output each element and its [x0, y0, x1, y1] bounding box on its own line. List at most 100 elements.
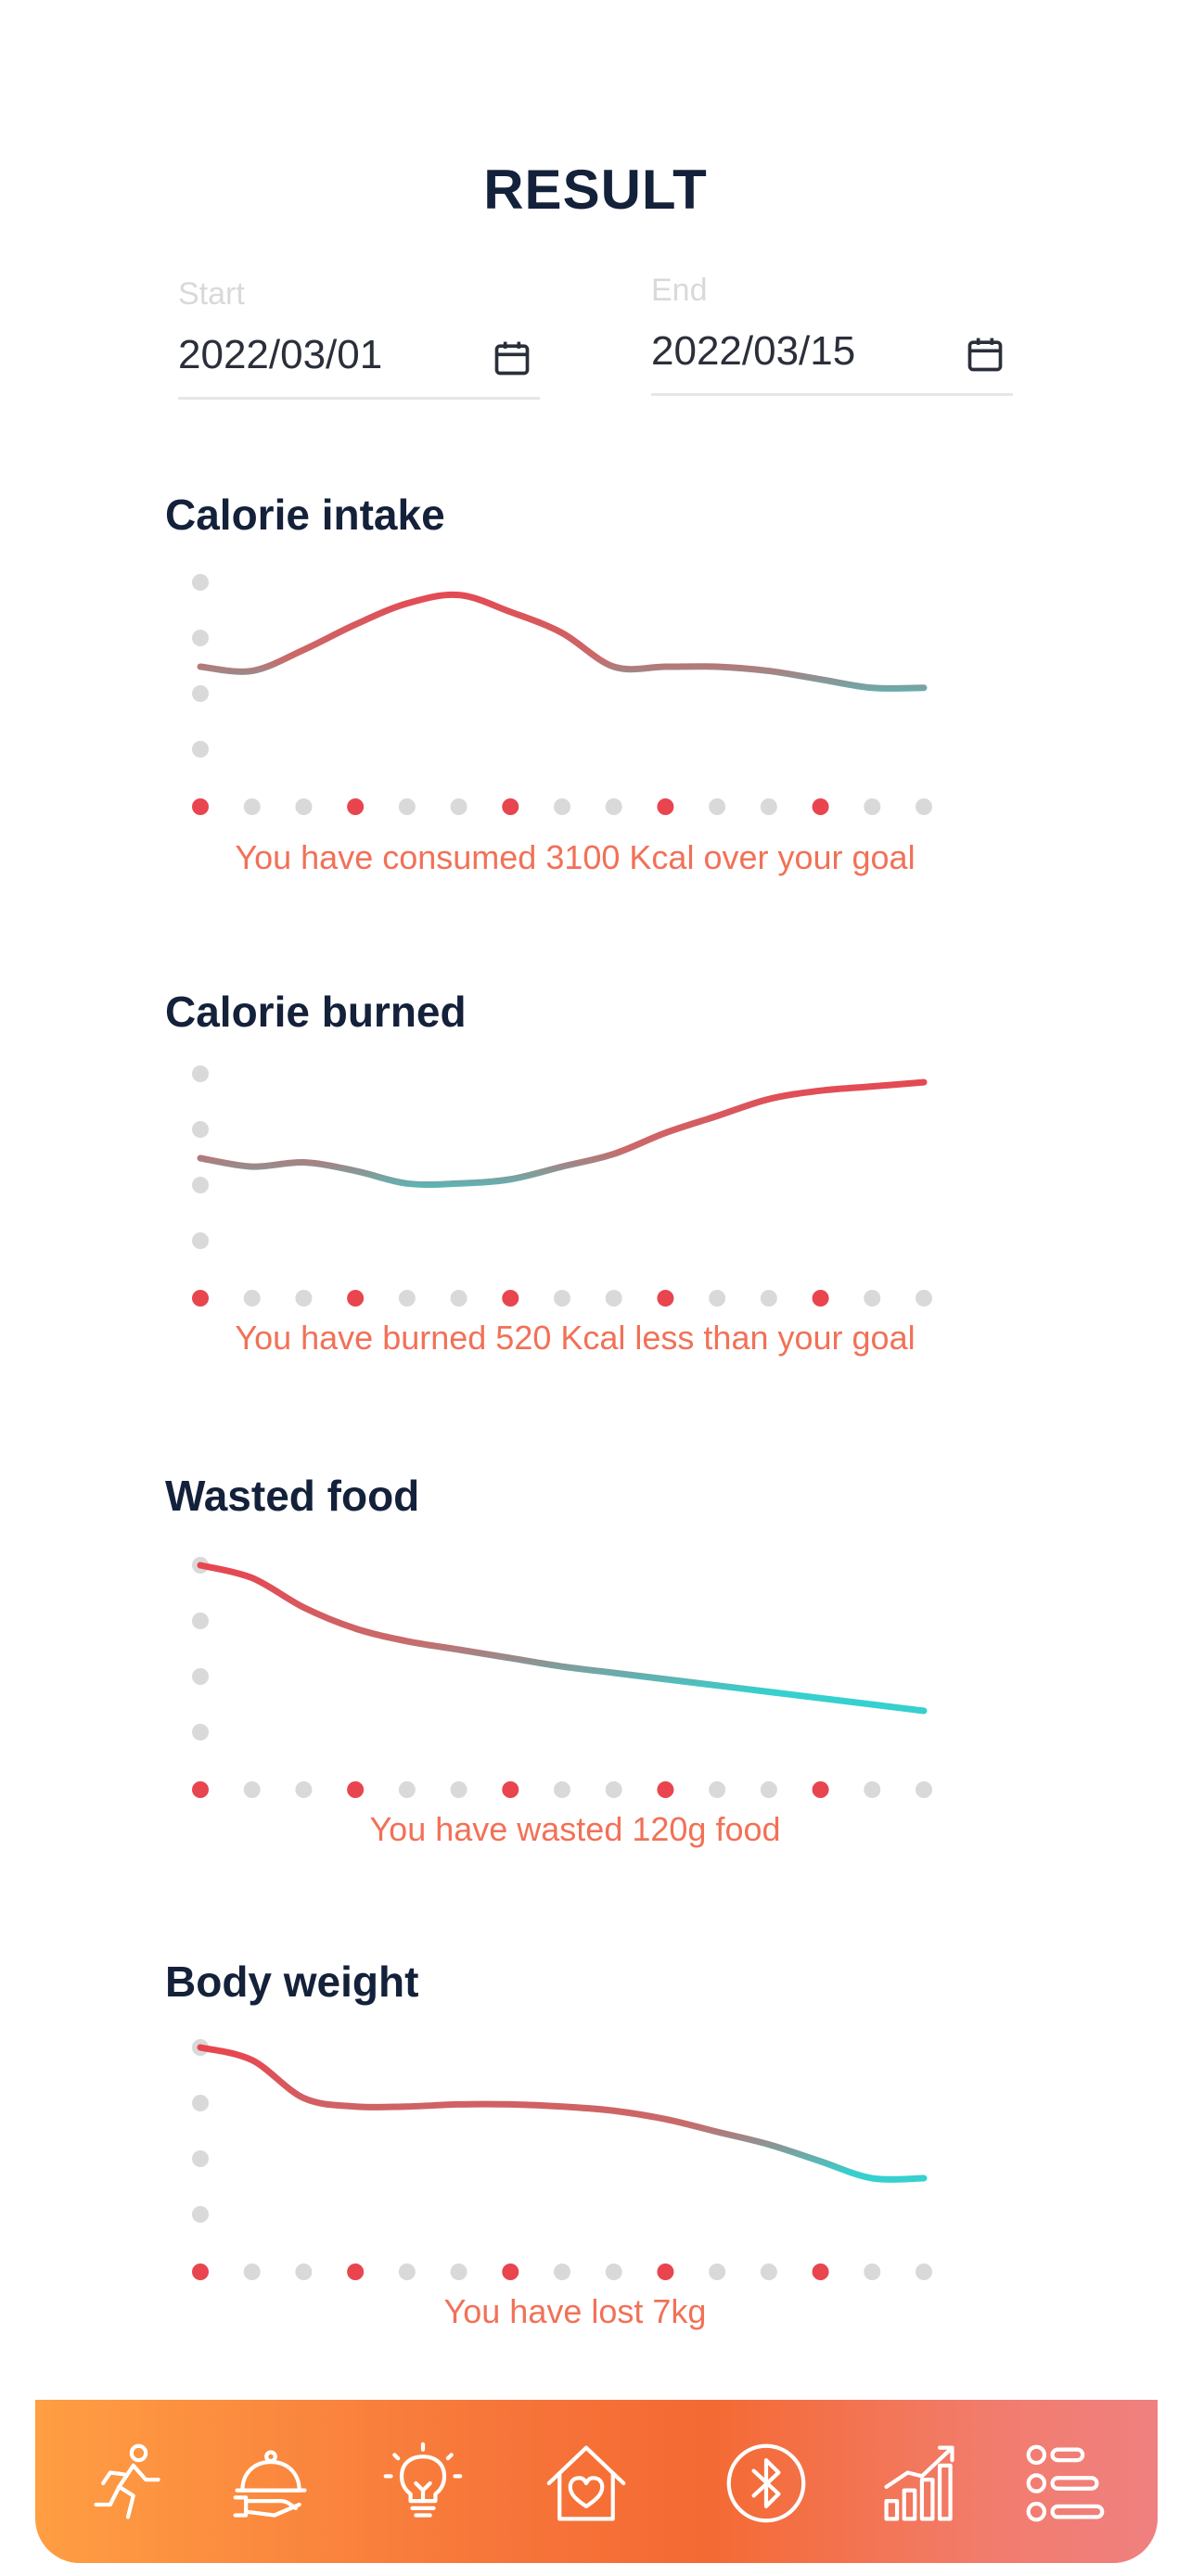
- y-tick-dot: [192, 1232, 209, 1249]
- x-tick-dot: [450, 798, 467, 815]
- end-date-field[interactable]: End 2022/03/15: [651, 273, 1013, 396]
- x-tick-dot-highlighted: [657, 2264, 674, 2280]
- x-tick-dot: [554, 2264, 570, 2280]
- x-tick-dot: [295, 2264, 313, 2280]
- x-tick-dot: [450, 1290, 467, 1307]
- x-tick-dot-highlighted: [192, 1781, 209, 1798]
- x-tick-dot: [295, 798, 313, 815]
- x-tick-dot: [243, 798, 261, 815]
- x-tick-dot: [243, 2264, 261, 2280]
- x-tick-dot-highlighted: [812, 1290, 829, 1307]
- home-heart-icon: [546, 2445, 626, 2521]
- x-tick-dot: [916, 2264, 932, 2280]
- wasted-food-chart: [192, 1557, 932, 1798]
- y-tick-dot: [192, 630, 209, 646]
- y-tick-dot: [192, 574, 209, 591]
- x-tick-dot: [398, 798, 416, 815]
- y-tick-dot: [192, 1121, 209, 1138]
- nav-activity[interactable]: [82, 2437, 174, 2530]
- list-icon: [1026, 2444, 1105, 2522]
- x-tick-dot: [450, 2264, 467, 2280]
- x-tick-dot-highlighted: [502, 798, 519, 815]
- nav-menu[interactable]: [1018, 2437, 1111, 2530]
- x-tick-dot: [295, 1781, 313, 1798]
- y-tick-dot: [192, 1613, 209, 1629]
- running-icon: [94, 2443, 160, 2519]
- x-tick-dot: [243, 1290, 261, 1307]
- series-line: [197, 2044, 928, 2183]
- nav-bluetooth[interactable]: [720, 2437, 813, 2530]
- x-tick-dot: [864, 1290, 881, 1307]
- page-title: RESULT: [483, 159, 708, 221]
- x-tick-dot: [554, 1290, 570, 1307]
- nav-tips[interactable]: [377, 2437, 469, 2530]
- x-tick-dot: [709, 798, 726, 815]
- x-tick-dot: [398, 1781, 416, 1798]
- start-date-field[interactable]: Start 2022/03/01: [178, 276, 540, 400]
- x-tick-dot: [709, 1290, 726, 1307]
- y-tick-dot: [192, 2150, 209, 2167]
- x-tick-dot: [864, 2264, 881, 2280]
- nav-home[interactable]: [540, 2437, 633, 2530]
- x-tick-dot-highlighted: [812, 1781, 829, 1798]
- x-tick-dot-highlighted: [347, 798, 365, 815]
- nav-stats[interactable]: [874, 2437, 967, 2530]
- x-tick-dot-highlighted: [657, 1290, 674, 1307]
- x-tick-dot: [709, 2264, 726, 2280]
- x-tick-dot: [398, 1290, 416, 1307]
- y-tick-dot: [192, 2206, 209, 2223]
- bluetooth-icon: [726, 2443, 806, 2523]
- y-tick-dot: [192, 1065, 209, 1082]
- body-weight-message: You have lost 7kg: [443, 2292, 707, 2330]
- series-line: [197, 1078, 928, 1188]
- x-tick-dot-highlighted: [657, 1781, 674, 1798]
- body-weight-chart: [192, 2039, 932, 2280]
- lightbulb-icon: [383, 2442, 463, 2518]
- start-date-label: Start: [178, 276, 245, 312]
- series-line: [197, 1562, 928, 1715]
- y-tick-dot: [192, 1177, 209, 1193]
- x-tick-dot-highlighted: [657, 798, 674, 815]
- x-tick-dot: [916, 798, 932, 815]
- x-tick-dot: [916, 1781, 932, 1798]
- start-date-value: 2022/03/01: [178, 332, 383, 377]
- calendar-icon[interactable]: [965, 334, 1005, 375]
- x-tick-dot: [605, 1781, 622, 1798]
- x-tick-dot: [760, 1290, 777, 1307]
- x-tick-dot-highlighted: [347, 1290, 365, 1307]
- x-tick-dot-highlighted: [347, 1781, 365, 1798]
- y-tick-dot: [192, 1724, 209, 1741]
- y-tick-dot: [192, 1668, 209, 1685]
- x-tick-dot: [243, 1781, 261, 1798]
- x-tick-dot-highlighted: [502, 1781, 519, 1798]
- x-tick-dot-highlighted: [192, 798, 209, 815]
- x-tick-dot: [709, 1781, 726, 1798]
- calorie-burned-message: You have burned 520 Kcal less than your …: [235, 1319, 916, 1357]
- x-tick-dot-highlighted: [347, 2264, 365, 2280]
- series-line: [197, 591, 928, 692]
- y-tick-dot: [192, 2095, 209, 2111]
- calorie-intake-chart: [192, 574, 932, 815]
- food-cloche-icon: [233, 2450, 307, 2518]
- y-tick-dot: [192, 741, 209, 758]
- x-tick-dot: [450, 1781, 467, 1798]
- calorie-burned-chart: [192, 1065, 932, 1307]
- wasted-food-title: Wasted food: [165, 1472, 420, 1520]
- calorie-intake-message: You have consumed 3100 Kcal over your go…: [235, 838, 916, 876]
- x-tick-dot: [760, 2264, 777, 2280]
- x-tick-dot: [760, 1781, 777, 1798]
- bottom-nav: [35, 2400, 1158, 2563]
- end-date-value: 2022/03/15: [651, 328, 856, 374]
- x-tick-dot: [605, 2264, 622, 2280]
- calorie-intake-title: Calorie intake: [165, 491, 445, 539]
- x-tick-dot-highlighted: [812, 798, 829, 815]
- nav-food[interactable]: [224, 2437, 317, 2530]
- wasted-food-message: You have wasted 120g food: [369, 1810, 781, 1848]
- x-tick-dot: [864, 798, 881, 815]
- y-tick-dot: [192, 685, 209, 702]
- x-tick-dot-highlighted: [192, 1290, 209, 1307]
- x-tick-dot: [760, 798, 777, 815]
- calorie-burned-title: Calorie burned: [165, 988, 467, 1036]
- x-tick-dot: [605, 798, 622, 815]
- calendar-icon[interactable]: [492, 338, 532, 378]
